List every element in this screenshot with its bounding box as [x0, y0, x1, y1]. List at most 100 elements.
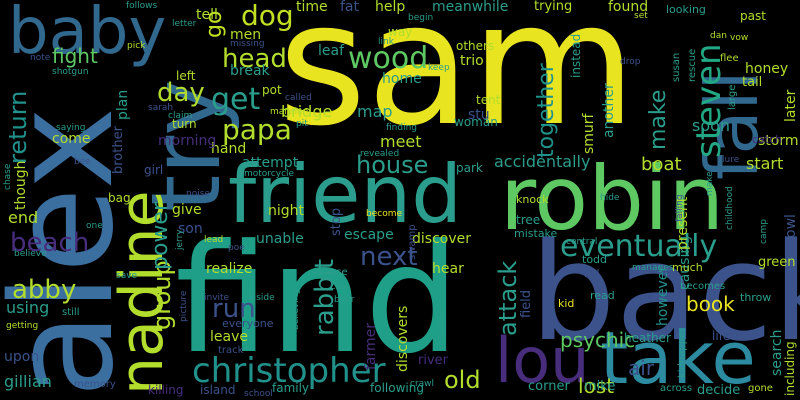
word: stu: [468, 107, 490, 123]
word: saying: [56, 123, 86, 133]
word: friend: [228, 148, 462, 241]
word: still: [62, 307, 80, 318]
word: wood: [348, 41, 429, 76]
word: corner: [528, 379, 570, 394]
word: bridge: [281, 102, 333, 121]
word: bear: [334, 295, 355, 305]
word: mansion: [270, 107, 309, 117]
word: girl: [144, 163, 164, 177]
word: tree: [516, 213, 541, 227]
word: picture: [179, 290, 189, 322]
word: honey: [745, 61, 789, 77]
word: rescue: [687, 48, 698, 82]
word: claim: [168, 111, 193, 121]
word: hand: [211, 141, 247, 157]
word: smurf: [581, 113, 597, 155]
word: mistake: [514, 227, 558, 240]
word: school: [244, 389, 273, 399]
word: using: [6, 298, 50, 317]
word: read: [590, 289, 615, 302]
word: others: [456, 39, 495, 53]
word: head: [222, 44, 287, 74]
word: make: [705, 171, 715, 196]
word: drop: [620, 57, 641, 67]
word: day: [157, 78, 205, 108]
word: past: [740, 9, 766, 23]
word: lead: [204, 235, 224, 245]
word: attack: [494, 260, 522, 336]
word: abby: [12, 275, 77, 305]
word: upon: [4, 349, 40, 365]
word: tell: [196, 7, 218, 23]
word: save: [116, 271, 138, 281]
word: beach: [10, 228, 90, 258]
word: plan: [115, 89, 131, 120]
word: vow: [730, 33, 749, 43]
word: island: [200, 383, 236, 397]
word: green: [758, 255, 796, 270]
word: memory: [74, 379, 116, 390]
word: follows: [126, 1, 158, 11]
word: meet: [380, 132, 422, 151]
word: stop: [329, 207, 344, 236]
word: woman: [454, 115, 498, 129]
word: dan: [710, 31, 727, 41]
word: swamp: [407, 224, 418, 260]
word: following: [370, 381, 424, 395]
word: knock: [516, 193, 549, 206]
word: looking: [666, 3, 706, 16]
word: keep: [428, 63, 450, 73]
word: falling: [675, 194, 685, 222]
word: field: [519, 289, 534, 318]
word: childhood: [725, 186, 735, 230]
word: however: [655, 265, 671, 326]
word: christopher: [192, 351, 386, 391]
word: gillian: [4, 372, 52, 391]
word: finding: [386, 123, 418, 133]
word: left: [176, 69, 196, 83]
word: though: [13, 160, 29, 210]
word: old: [444, 366, 481, 394]
word: tail: [742, 75, 763, 90]
word: end: [8, 208, 39, 227]
word: robin: [500, 147, 725, 250]
word: storm: [758, 133, 799, 149]
word: dog: [241, 0, 294, 32]
word: accidentally: [494, 152, 591, 171]
word: realize: [206, 261, 253, 277]
word: flee: [720, 53, 739, 64]
word: large: [727, 84, 738, 110]
word: baby: [8, 0, 167, 69]
word: kid: [558, 297, 575, 310]
word: one: [86, 221, 103, 231]
word: leave: [210, 329, 248, 345]
word: boat: [641, 154, 682, 175]
word: leaf: [318, 43, 345, 59]
word: later: [783, 89, 799, 122]
word: find: [175, 213, 460, 387]
word: including: [783, 341, 797, 396]
word: papa: [222, 113, 292, 146]
word: gone: [748, 383, 773, 394]
word: together: [534, 63, 559, 158]
word: instead: [569, 33, 583, 78]
word: sarah: [148, 103, 174, 113]
word: kill: [584, 267, 600, 280]
word: fat: [340, 0, 359, 15]
word: brother: [111, 126, 126, 174]
word: owl: [783, 214, 799, 238]
word: time: [296, 0, 328, 15]
word: morning: [158, 133, 217, 149]
word: next: [360, 242, 418, 272]
word: bee: [74, 157, 91, 167]
word: reggie: [437, 309, 447, 338]
word: noise: [186, 189, 210, 199]
word: invite: [204, 293, 230, 303]
word: getting: [6, 321, 39, 331]
word: believe: [14, 249, 47, 259]
word: set: [634, 11, 648, 21]
word: note: [30, 53, 51, 63]
word: hide: [600, 193, 620, 203]
word: catch: [752, 133, 783, 146]
word: give: [172, 202, 202, 218]
